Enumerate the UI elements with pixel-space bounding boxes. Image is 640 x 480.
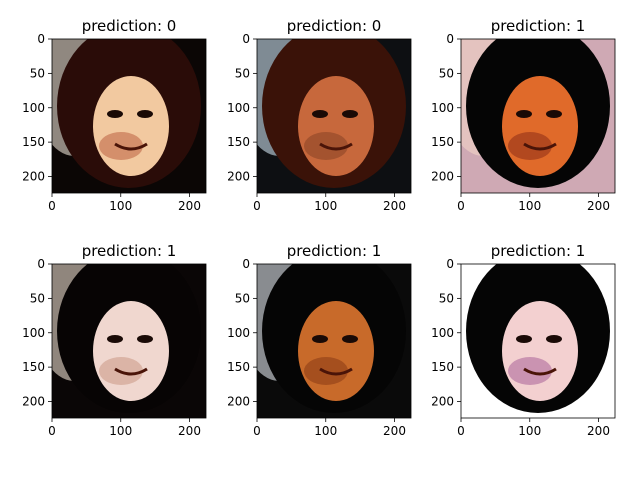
y-tick-label: 200 [227, 170, 250, 184]
y-tick-label: 100 [431, 326, 454, 340]
x-tick-label: 0 [48, 424, 56, 438]
axes-frame [256, 38, 412, 194]
y-tick-label: 150 [22, 360, 45, 374]
y-tick-label: 100 [227, 101, 250, 115]
image-panel: prediction: 0 0 100 200 0 50 100 150 200 [22, 17, 207, 213]
y-tick-label: 0 [242, 32, 250, 46]
x-tick-label: 100 [109, 424, 132, 438]
x-tick-label: 200 [383, 199, 406, 213]
image-panel: prediction: 1 0 100 200 0 50 100 150 200 [431, 242, 616, 438]
y-tick-label: 200 [22, 170, 45, 184]
image-panel: prediction: 1 0 100 200 0 50 100 150 200 [22, 242, 207, 438]
y-tick-label: 200 [431, 170, 454, 184]
axes-frame [460, 263, 616, 419]
x-tick-label: 100 [314, 199, 337, 213]
image-panel: prediction: 0 0 100 200 0 50 100 150 200 [227, 17, 412, 213]
x-tick-label: 0 [253, 199, 261, 213]
panel-title: prediction: 1 [287, 242, 382, 260]
y-tick-label: 0 [242, 257, 250, 271]
x-tick-label: 100 [109, 199, 132, 213]
axes-frame [51, 38, 207, 194]
face-photo [257, 264, 411, 418]
axes-frame [460, 38, 616, 194]
y-tick-label: 100 [431, 101, 454, 115]
x-tick-label: 200 [587, 424, 610, 438]
face-photo [52, 264, 206, 418]
face-photo [461, 264, 615, 418]
panel-title: prediction: 0 [287, 17, 382, 35]
x-tick-label: 0 [457, 424, 465, 438]
image-panel: prediction: 1 0 100 200 0 50 100 150 200 [227, 242, 412, 438]
x-tick-label: 100 [314, 424, 337, 438]
y-tick-label: 150 [22, 135, 45, 149]
panel-title: prediction: 0 [82, 17, 177, 35]
x-tick-label: 200 [587, 199, 610, 213]
y-tick-label: 0 [446, 32, 454, 46]
image-panel: prediction: 1 0 100 200 0 50 100 150 200 [431, 17, 616, 213]
y-tick-label: 50 [30, 66, 45, 80]
x-tick-label: 200 [383, 424, 406, 438]
panel-title: prediction: 1 [82, 242, 177, 260]
face-photo [257, 39, 411, 193]
x-tick-label: 0 [457, 199, 465, 213]
axes-frame [256, 263, 412, 419]
y-tick-label: 50 [439, 291, 454, 305]
x-tick-label: 200 [178, 424, 201, 438]
y-tick-label: 50 [235, 291, 250, 305]
y-tick-label: 200 [227, 395, 250, 409]
y-tick-label: 200 [22, 395, 45, 409]
y-tick-label: 100 [22, 326, 45, 340]
x-tick-label: 0 [253, 424, 261, 438]
y-tick-label: 0 [37, 257, 45, 271]
x-tick-label: 100 [518, 424, 541, 438]
y-tick-label: 200 [431, 395, 454, 409]
x-tick-label: 100 [518, 199, 541, 213]
y-tick-label: 100 [22, 101, 45, 115]
y-tick-label: 150 [431, 360, 454, 374]
axes-frame [51, 263, 207, 419]
y-tick-label: 150 [431, 135, 454, 149]
x-tick-label: 0 [48, 199, 56, 213]
y-tick-label: 50 [235, 66, 250, 80]
panel-title: prediction: 1 [491, 17, 586, 35]
y-tick-label: 150 [227, 360, 250, 374]
face-photo [461, 39, 615, 193]
y-tick-label: 150 [227, 135, 250, 149]
face-photo [52, 39, 206, 193]
y-tick-label: 0 [446, 257, 454, 271]
y-tick-label: 100 [227, 326, 250, 340]
y-tick-label: 50 [30, 291, 45, 305]
x-tick-label: 200 [178, 199, 201, 213]
panel-title: prediction: 1 [491, 242, 586, 260]
y-tick-label: 50 [439, 66, 454, 80]
y-tick-label: 0 [37, 32, 45, 46]
